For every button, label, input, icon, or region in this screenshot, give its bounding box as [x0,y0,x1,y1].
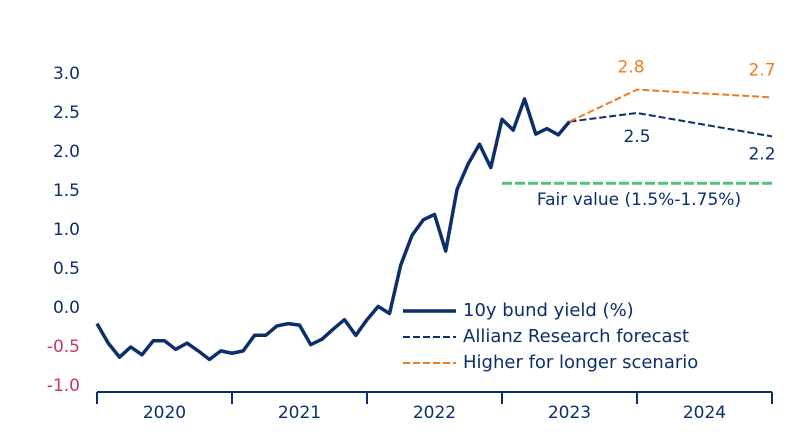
x-category-label: 2023 [548,403,591,423]
x-category-label: 2020 [143,403,186,423]
y-tick-label: -0.5 [47,337,80,357]
series-line [95,97,571,362]
data-label: 2.2 [748,144,775,164]
y-tick-label: 2.0 [53,142,80,162]
y-tick-label: 0.5 [53,259,80,279]
x-category-label: 2021 [278,403,321,423]
x-category-label: 2024 [683,403,726,423]
y-tick-label: 3.0 [53,64,80,84]
y-tick-label: 0.0 [53,298,80,318]
data-label: 2.5 [623,127,650,147]
legend-label: Higher for longer scenario [463,352,698,373]
legend-label: 10y bund yield (%) [463,300,634,321]
y-tick-label: 2.5 [53,103,80,123]
data-label: 2.8 [617,58,644,78]
data-label: 2.7 [748,60,775,80]
series-line [569,112,773,138]
fair-value-label: Fair value (1.5%-1.75%) [537,190,741,210]
x-category-label: 2022 [413,403,456,423]
y-tick-label: -1.0 [47,376,80,396]
series-line [569,88,773,123]
y-tick-label: 1.0 [53,220,80,240]
y-tick-label: 1.5 [53,181,80,201]
legend-label: Allianz Research forecast [463,326,689,347]
